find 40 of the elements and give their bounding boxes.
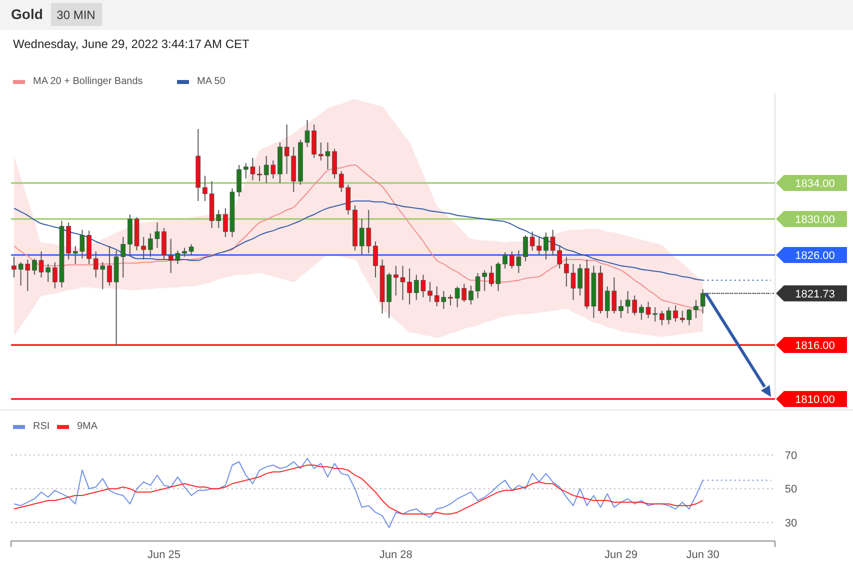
y-tick-label: 1810.00 — [795, 394, 835, 406]
y-tick-label: 1821.73 — [795, 288, 835, 300]
x-tick-label: Jun 30 — [686, 549, 720, 561]
candlestick — [86, 230, 92, 264]
line-series — [14, 464, 704, 515]
candlestick — [448, 294, 453, 306]
x-tick-label: Jun 25 — [148, 549, 181, 561]
candlestick — [523, 234, 528, 262]
chart-title: Gold — [11, 6, 43, 22]
x-tick-label: Jun 28 — [379, 549, 412, 561]
candlestick — [544, 232, 548, 260]
candlestick — [162, 228, 166, 260]
candlestick — [32, 258, 37, 276]
y-tick-label: 1834.00 — [795, 178, 835, 190]
y-tick-label: 30 — [784, 517, 798, 530]
y-tick-label: 1826.00 — [795, 250, 835, 262]
candlestick — [700, 288, 706, 314]
candlestick — [502, 252, 508, 269]
candlestick — [332, 148, 337, 179]
candlestick — [257, 165, 262, 182]
candlestick — [428, 282, 432, 302]
y-tick-label: 1816.00 — [795, 340, 835, 352]
y-tick-label: 70 — [784, 450, 798, 462]
candlestick — [373, 241, 378, 278]
legend-label: MA 50 — [197, 76, 226, 87]
y-tick-label: 50 — [784, 484, 798, 496]
x-tick-label: Jun 29 — [604, 549, 638, 561]
candlestick — [202, 175, 208, 202]
candlestick — [188, 244, 194, 256]
candlestick — [694, 300, 698, 318]
candlestick — [673, 304, 678, 322]
legend-label: RSI — [33, 421, 50, 432]
chart-subtitle: Wednesday, June 29, 2022 3:44:17 AM CET — [13, 37, 250, 51]
text: 30 MIN — [56, 8, 96, 22]
candlestick — [107, 246, 112, 286]
candlestick — [618, 300, 624, 318]
candlestick — [12, 256, 16, 278]
legend-label: 9MA — [77, 421, 98, 432]
y-tick-label: 1830.00 — [795, 214, 835, 226]
legend-label: MA 20 + Bollinger Bands — [33, 76, 143, 87]
